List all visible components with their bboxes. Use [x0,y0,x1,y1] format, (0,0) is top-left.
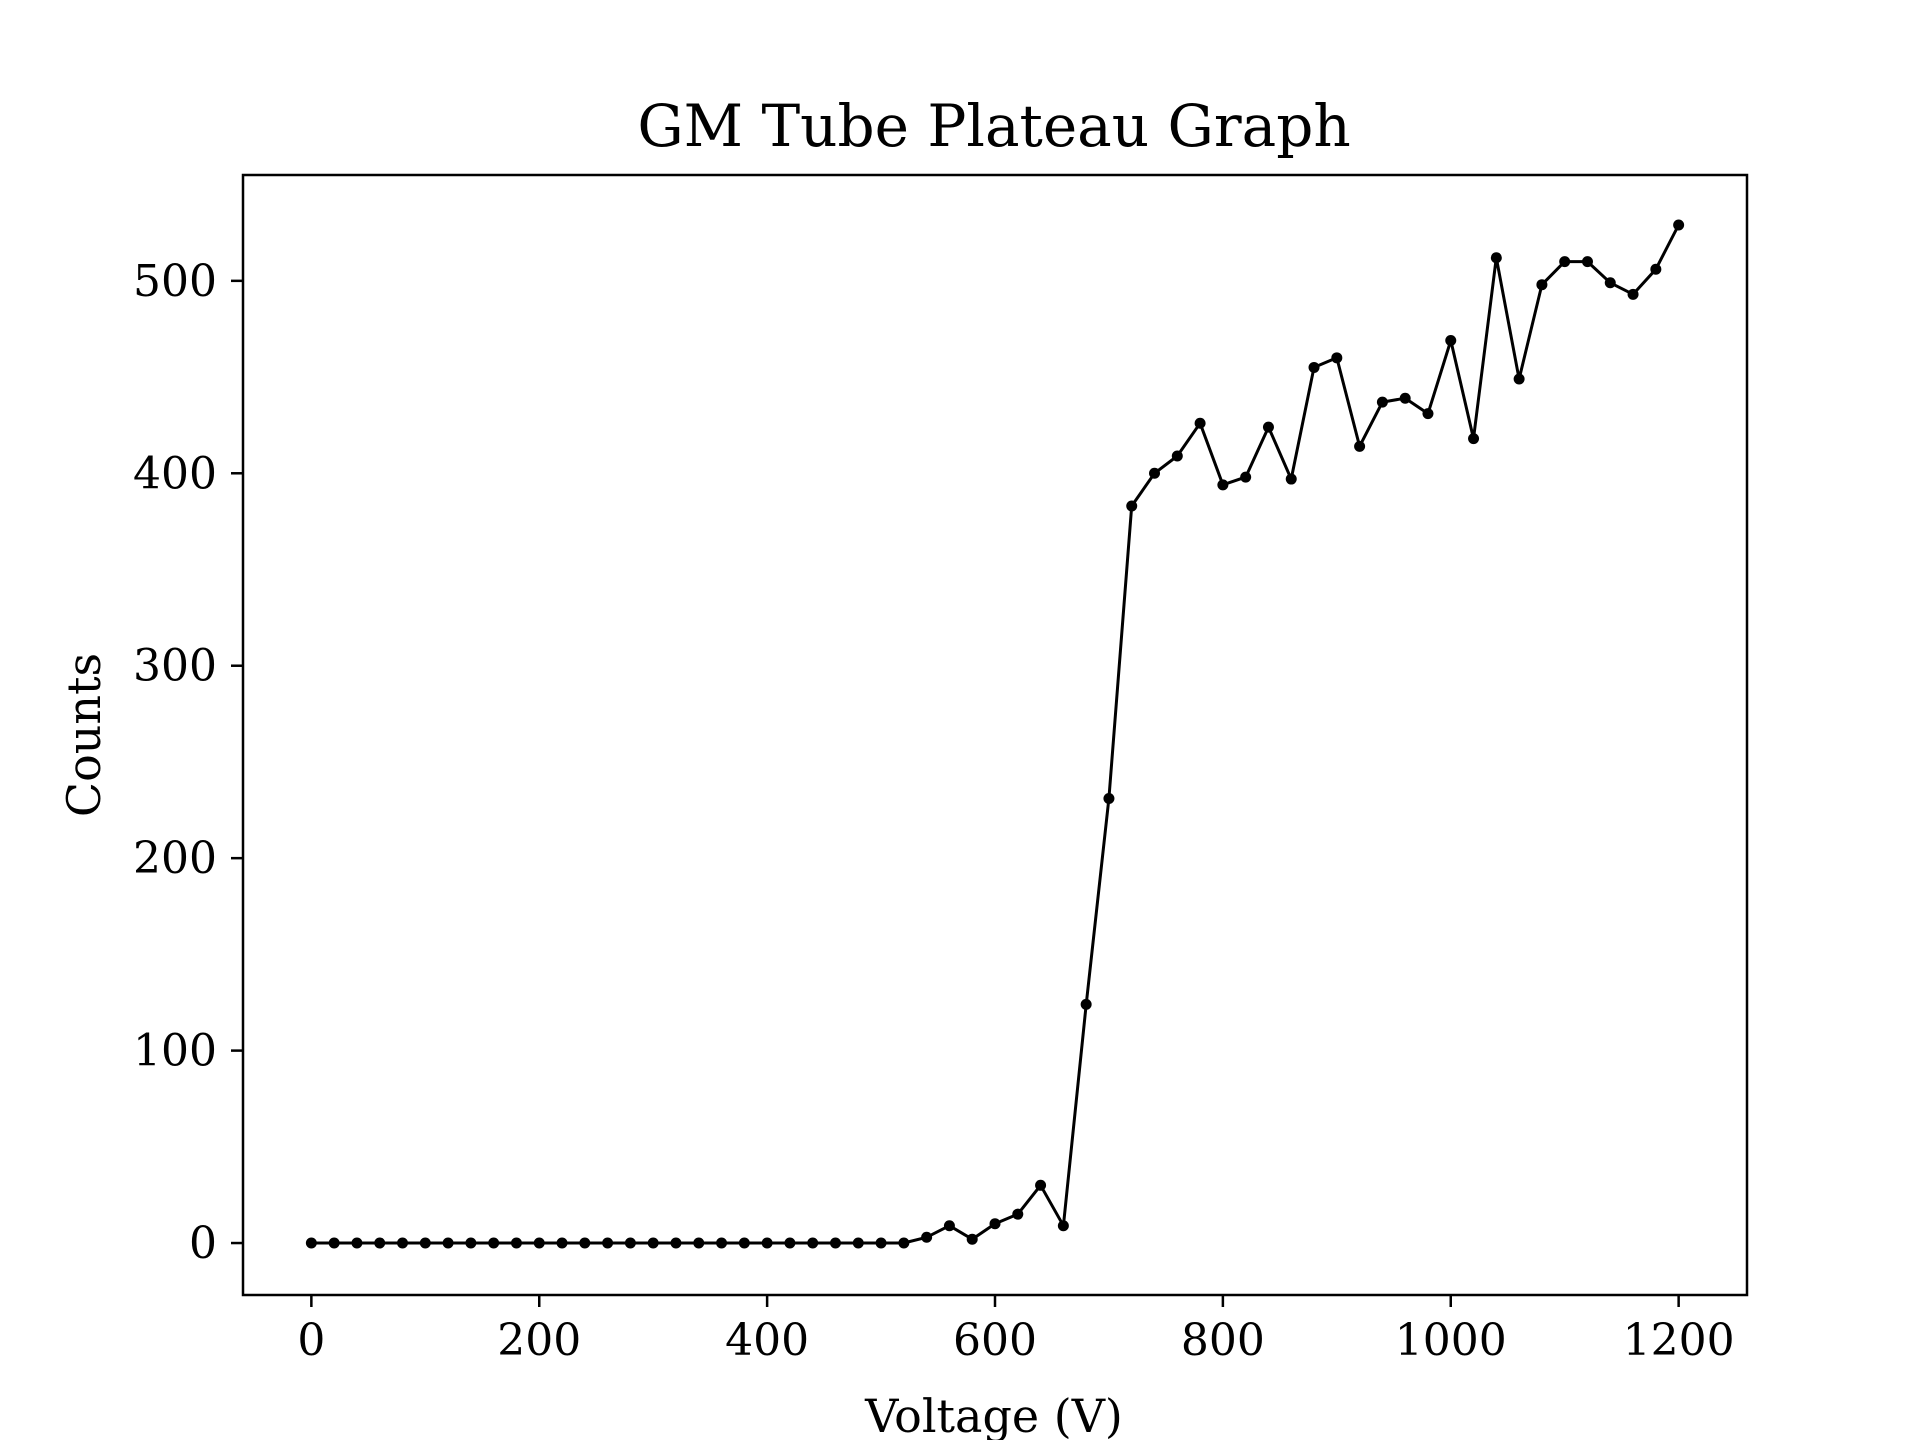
data-point [1513,373,1525,385]
data-point [624,1237,636,1249]
data-point [1627,288,1639,300]
data-point [1673,219,1685,231]
data-point [1399,392,1411,404]
data-point [784,1237,796,1249]
x-tick-label: 200 [497,1315,581,1366]
data-point [1057,1220,1069,1232]
y-tick-label: 500 [133,256,217,307]
data-point [1171,450,1183,462]
data-point [1490,252,1502,264]
y-tick-label: 200 [133,833,217,884]
data-point [716,1237,728,1249]
y-tick-label: 100 [133,1026,217,1077]
data-point [943,1220,955,1232]
data-point [1581,256,1593,268]
data-point [738,1237,750,1249]
data-point [670,1237,682,1249]
data-point [1285,473,1297,485]
data-point [921,1231,933,1243]
data-point [533,1237,545,1249]
y-axis-label: Counts [57,653,111,817]
data-point [579,1237,591,1249]
data-point [1194,417,1206,429]
data-point [693,1237,705,1249]
x-tick-label: 600 [953,1315,1037,1366]
data-point [1262,421,1274,433]
data-point [1012,1208,1024,1220]
y-tick-label: 0 [189,1218,217,1269]
data-point [1331,352,1343,364]
data-point [1536,279,1548,291]
series-line [311,224,1680,1245]
data-point [807,1237,819,1249]
data-point [556,1237,568,1249]
data-point [966,1233,978,1245]
y-tick-label: 300 [133,641,217,692]
data-point [419,1237,431,1249]
data-point [351,1237,363,1249]
x-tick-label: 800 [1181,1315,1265,1366]
chart-title: GM Tube Plateau Graph [637,92,1350,160]
data-point [989,1218,1001,1230]
data-point [465,1237,477,1249]
x-tick-label: 1200 [1623,1315,1735,1366]
data-point [647,1237,659,1249]
data-point [1217,479,1229,491]
data-point [1604,277,1616,289]
data-point [1103,793,1115,805]
data-point [1376,396,1388,408]
data-point [397,1237,409,1249]
data-point [761,1237,773,1249]
x-tick-label: 400 [725,1315,809,1366]
data-point [875,1237,887,1249]
data-point [1308,361,1320,373]
data-point [1354,440,1366,452]
data-point [1650,263,1662,275]
data-point [1035,1179,1047,1191]
data-point [488,1237,500,1249]
data-point [510,1237,522,1249]
plot-frame [241,173,1749,1297]
data-point [829,1237,841,1249]
data-point [1240,471,1252,483]
data-point [305,1237,317,1249]
data-point [1468,433,1480,445]
data-point [374,1237,386,1249]
data-point [328,1237,340,1249]
data-point [1126,500,1138,512]
data-point [898,1237,910,1249]
data-point [1080,998,1092,1010]
data-point [1422,408,1434,420]
data-point [852,1237,864,1249]
x-axis-label: Voltage (V) [864,1389,1123,1440]
data-point [1149,467,1161,479]
data-point [1445,334,1457,346]
y-tick-label: 400 [133,448,217,499]
x-tick-label: 1000 [1395,1315,1507,1366]
data-point [602,1237,614,1249]
data-point [442,1237,454,1249]
x-tick-label: 0 [297,1315,325,1366]
plot-area: 0 200 400 600 800 1000 1200 0 100 200 300 400 500 [133,173,1749,1366]
data-point [1559,256,1571,268]
